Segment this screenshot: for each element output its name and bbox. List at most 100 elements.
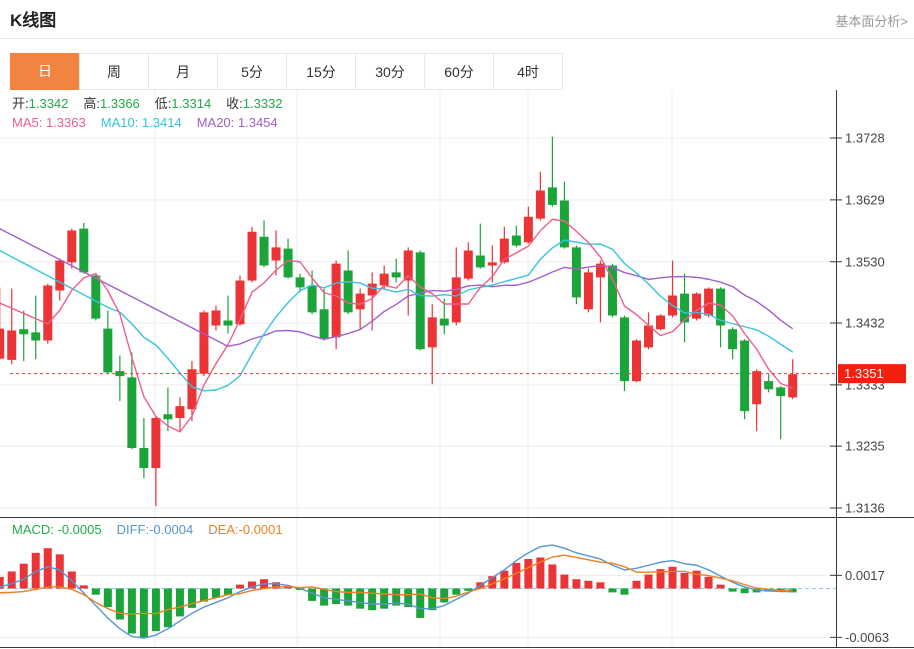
candle-body bbox=[595, 263, 605, 278]
macd-bar bbox=[704, 576, 713, 589]
fundamental-analysis-link[interactable]: 基本面分析> bbox=[835, 14, 908, 29]
tab-5分[interactable]: 5分 bbox=[217, 53, 287, 90]
macd-bar bbox=[656, 569, 665, 589]
candle-body bbox=[331, 263, 341, 338]
macd-bar bbox=[608, 588, 617, 593]
candle-body bbox=[475, 255, 485, 268]
macd-bar bbox=[464, 588, 473, 591]
tab-30分[interactable]: 30分 bbox=[355, 53, 425, 90]
macd-bar bbox=[175, 588, 184, 617]
tab-周[interactable]: 周 bbox=[79, 53, 149, 90]
candle-body bbox=[403, 250, 413, 281]
macd-bar bbox=[548, 564, 557, 589]
tab-4时[interactable]: 4时 bbox=[493, 53, 563, 90]
candle-body bbox=[7, 330, 17, 360]
macd-bar bbox=[620, 588, 629, 595]
legend-macd: MACD: -0.0005 bbox=[12, 522, 102, 537]
candle-body bbox=[355, 293, 365, 310]
candle-body bbox=[788, 374, 798, 398]
macd-bar bbox=[211, 588, 220, 598]
macd-bar bbox=[151, 588, 160, 632]
macd-bar bbox=[91, 588, 100, 595]
macd-bar bbox=[524, 559, 533, 589]
candle-body bbox=[163, 414, 173, 420]
candle-body bbox=[535, 190, 545, 219]
macd-bar bbox=[127, 588, 136, 634]
legend-ma20: MA20: 1.3454 bbox=[196, 115, 278, 130]
macd-bar bbox=[644, 574, 653, 589]
macd-axis-label: 0.0017 bbox=[845, 568, 885, 583]
candle-body bbox=[752, 371, 762, 405]
candle-body bbox=[656, 315, 666, 330]
candle-body bbox=[0, 328, 5, 359]
legend-close: 收:1.3332 bbox=[226, 96, 283, 111]
macd-bar bbox=[356, 588, 365, 609]
legend-low: 低:1.3314 bbox=[154, 96, 212, 111]
candle-body bbox=[704, 288, 714, 316]
candles-layer bbox=[0, 136, 798, 507]
macd-bar bbox=[428, 588, 437, 611]
ma20-line bbox=[0, 228, 794, 348]
legend-open: 开:1.3342 bbox=[12, 96, 69, 111]
macd-bar bbox=[404, 588, 413, 608]
candle-body bbox=[740, 340, 750, 412]
candle-body bbox=[451, 277, 461, 323]
candle-body bbox=[271, 247, 281, 261]
candle-body bbox=[644, 325, 654, 348]
candle-body bbox=[127, 377, 137, 448]
candle-body bbox=[487, 262, 497, 266]
candle-body bbox=[259, 236, 269, 266]
macd-bar bbox=[308, 588, 317, 601]
candle-body bbox=[31, 332, 41, 341]
macd-bar bbox=[536, 557, 545, 589]
page-title: K线图 bbox=[10, 11, 57, 30]
candle-body bbox=[199, 312, 209, 374]
macd-bar bbox=[284, 586, 293, 589]
candle-body bbox=[103, 328, 113, 373]
candle-body bbox=[427, 317, 437, 348]
candle-body bbox=[680, 293, 690, 323]
legend-diff: DIFF:-0.0004 bbox=[116, 522, 194, 537]
candle-body bbox=[728, 329, 738, 350]
macd-bar bbox=[19, 563, 28, 589]
legend-ma10: MA10: 1.3414 bbox=[100, 115, 182, 130]
macd-bar bbox=[236, 584, 244, 589]
price-axis-label: 1.3136 bbox=[845, 501, 885, 516]
current-price-badge bbox=[838, 364, 906, 384]
candle-body bbox=[523, 216, 533, 243]
candle-body bbox=[175, 406, 185, 418]
macd-bar bbox=[692, 570, 701, 589]
macd-bar bbox=[560, 574, 569, 589]
ma10-line bbox=[0, 239, 794, 392]
macd-bar bbox=[115, 588, 124, 620]
macd-bar bbox=[163, 588, 172, 628]
candle-body bbox=[607, 265, 617, 316]
macd-bar bbox=[368, 588, 377, 611]
tab-60分[interactable]: 60分 bbox=[424, 53, 494, 90]
macd-bar bbox=[680, 572, 689, 589]
dea-line bbox=[0, 554, 793, 615]
tab-月[interactable]: 月 bbox=[148, 53, 218, 90]
tab-日[interactable]: 日 bbox=[10, 53, 80, 90]
legend-ma5: MA5: 1.3363 bbox=[12, 115, 86, 130]
candle-body bbox=[139, 448, 149, 468]
macd-bar bbox=[668, 566, 677, 589]
macd-bar bbox=[296, 588, 305, 591]
macd-bar bbox=[764, 588, 773, 592]
current-price-badge-text: 1.3351 bbox=[844, 366, 884, 381]
ma5-line bbox=[0, 218, 793, 433]
candle-body bbox=[235, 280, 245, 325]
candle-body bbox=[716, 288, 726, 326]
candle-body bbox=[187, 369, 197, 410]
candle-body bbox=[91, 275, 101, 319]
price-axis-label: 1.3629 bbox=[845, 192, 885, 207]
macd-bar bbox=[776, 588, 785, 591]
candle-body bbox=[367, 283, 377, 296]
tab-15分[interactable]: 15分 bbox=[286, 53, 356, 90]
diff-line bbox=[0, 544, 793, 639]
macd-bar bbox=[103, 588, 112, 608]
macd-bar bbox=[392, 588, 401, 606]
candle-body bbox=[415, 252, 425, 350]
header-divider bbox=[0, 38, 914, 39]
